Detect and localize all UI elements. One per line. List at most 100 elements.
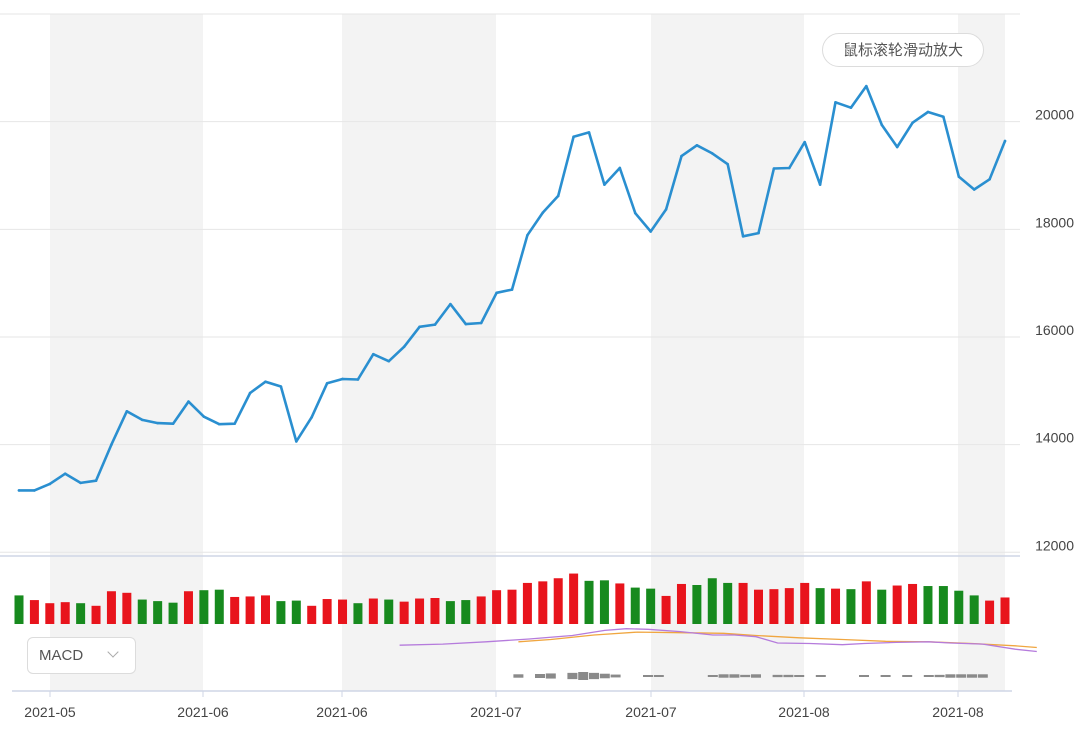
volume-bar	[707, 578, 717, 624]
volume-bar	[630, 587, 640, 624]
macd-histogram-bar	[956, 674, 967, 678]
macd-histogram-bar	[545, 673, 556, 679]
price-point	[387, 359, 391, 363]
volume-bars	[14, 573, 1010, 624]
price-point	[803, 140, 807, 144]
price-point	[972, 188, 976, 191]
volume-bar	[507, 589, 517, 624]
price-point	[402, 345, 406, 348]
price-point	[341, 377, 344, 381]
volume-bar	[338, 599, 348, 624]
volume-bar	[831, 588, 841, 624]
volume-bar	[45, 603, 55, 624]
volume-bar	[584, 580, 594, 624]
price-point	[79, 481, 82, 485]
macd-histogram-bar	[718, 674, 729, 678]
volume-bar	[384, 599, 394, 624]
price-point	[587, 131, 591, 134]
y-tick-label: 18000	[1035, 214, 1074, 230]
macd-histogram-bar	[535, 674, 545, 678]
price-point	[926, 110, 930, 114]
indicator-label: MACD	[39, 647, 84, 664]
volume-bar	[846, 589, 856, 624]
y-axis-ticks: 12000 14000 16000 18000 20000	[1035, 107, 1074, 554]
price-point	[957, 175, 961, 178]
volume-bar	[661, 595, 671, 624]
macd-panel	[399, 628, 1037, 680]
volume-bar	[938, 586, 948, 624]
volume-bar	[1000, 597, 1010, 624]
macd-histogram-bar	[610, 674, 621, 678]
volume-bar	[861, 581, 871, 624]
period-band	[342, 14, 496, 691]
macd-histogram-bar	[707, 675, 718, 677]
price-point	[695, 144, 699, 147]
volume-bar	[461, 600, 471, 624]
volume-bar	[60, 602, 70, 624]
price-point	[572, 135, 575, 139]
price-point	[433, 323, 437, 326]
macd-histogram-bar	[967, 674, 977, 678]
macd-histogram-bar	[578, 672, 589, 680]
volume-bar	[892, 585, 902, 624]
volume-bar	[522, 582, 532, 624]
price-point	[217, 422, 221, 426]
volume-bar	[307, 605, 317, 624]
price-point	[94, 479, 98, 483]
price-point	[202, 415, 206, 418]
volume-bar	[908, 583, 918, 624]
volume-bar	[738, 582, 748, 624]
y-tick-label: 12000	[1035, 537, 1074, 553]
volume-bar	[954, 590, 964, 624]
y-tick-label: 14000	[1035, 430, 1074, 446]
period-band	[50, 14, 203, 691]
volume-bar	[168, 602, 178, 624]
price-point	[757, 231, 760, 235]
volume-bar	[754, 589, 763, 624]
volume-bar	[784, 588, 794, 624]
price-point	[33, 489, 36, 492]
price-point	[495, 291, 498, 295]
macd-histogram-bar	[772, 674, 783, 678]
volume-bar	[261, 595, 270, 624]
price-point	[849, 106, 853, 109]
y-tick-label: 16000	[1035, 322, 1074, 338]
price-point	[618, 166, 622, 170]
volume-bar	[676, 583, 686, 624]
price-point	[63, 472, 67, 476]
macd-histogram-bar	[880, 675, 891, 677]
volume-bar	[276, 601, 286, 624]
volume-bar	[923, 586, 933, 624]
macd-histogram-bar	[934, 674, 945, 678]
volume-bar	[245, 596, 255, 624]
price-point	[526, 233, 529, 237]
macd-histogram-bar	[589, 672, 599, 680]
period-band	[958, 14, 1005, 691]
volume-bar	[29, 600, 39, 624]
volume-bar	[14, 595, 24, 624]
price-point	[372, 352, 375, 356]
price-point	[248, 391, 252, 395]
price-point	[464, 322, 468, 326]
volume-bar	[553, 578, 563, 624]
x-tick-label: 2021-06	[177, 704, 229, 720]
volume-bar	[137, 599, 147, 624]
price-point	[865, 84, 868, 88]
volume-bar	[615, 583, 625, 624]
macd-histogram-bar	[945, 674, 956, 678]
indicator-select[interactable]: MACD	[27, 637, 136, 674]
x-axis-ticks: 2021-05 2021-06 2021-06 2021-07 2021-07 2021-…	[24, 691, 984, 720]
volume-bar	[800, 582, 810, 624]
price-point	[264, 380, 267, 383]
volume-bar	[353, 603, 363, 624]
volume-bar	[815, 588, 825, 624]
volume-bar	[199, 590, 209, 624]
price-point	[479, 321, 483, 325]
macd-histogram-bar	[599, 673, 610, 679]
macd-histogram-bar	[783, 674, 794, 678]
price-point	[187, 400, 190, 403]
price-point	[664, 208, 668, 211]
volume-bar	[445, 601, 455, 624]
volume-bar	[969, 595, 979, 624]
